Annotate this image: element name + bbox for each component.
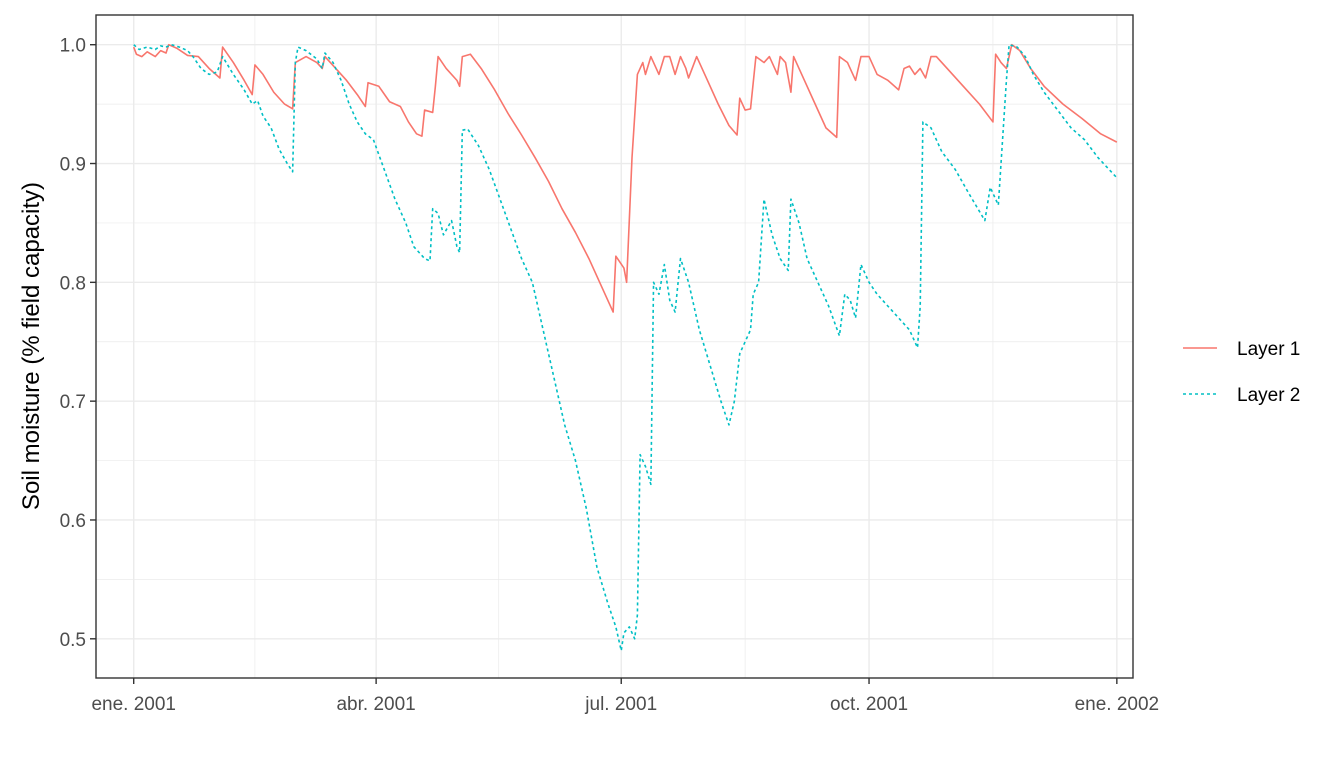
- legend-label: Layer 1: [1237, 339, 1300, 360]
- x-tick-label: oct. 2001: [830, 694, 908, 715]
- y-tick-label: 0.5: [60, 630, 86, 651]
- y-tick-label: 0.6: [60, 511, 86, 532]
- legend: Layer 1 Layer 2: [1183, 339, 1300, 406]
- series-line-layer-1: [132, 43, 1118, 313]
- y-tick-label: 0.7: [60, 392, 86, 413]
- y-axis-title: Soil moisture (% field capacity): [18, 182, 45, 510]
- series-lines: [132, 43, 1118, 652]
- y-tick-label: 0.9: [60, 155, 86, 176]
- x-axis: ene. 2001 abr. 2001 jul. 2001 oct. 2001 ene.…: [91, 678, 1159, 715]
- x-tick-label: ene. 2002: [1075, 694, 1160, 715]
- y-axis: 0.5 0.6 0.7 0.8 0.9 1.0: [60, 36, 96, 651]
- x-tick-label: jul. 2001: [584, 694, 657, 715]
- series-line-layer-2: [133, 43, 1118, 652]
- legend-label: Layer 2: [1237, 385, 1300, 406]
- plot-panel-background: [96, 15, 1133, 678]
- y-tick-label: 0.8: [60, 273, 86, 294]
- plot-panel-border: [95, 14, 1134, 679]
- x-tick-label: ene. 2001: [91, 694, 176, 715]
- minor-gridlines: [96, 15, 1133, 678]
- x-tick-label: abr. 2001: [336, 694, 415, 715]
- y-tick-label: 1.0: [60, 36, 86, 57]
